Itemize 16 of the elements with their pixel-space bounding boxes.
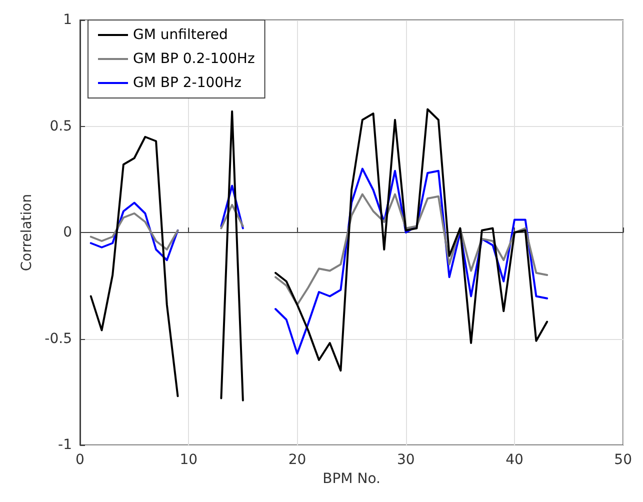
x-tick-label: 10 <box>180 452 198 468</box>
legend-label: GM BP 2-100Hz <box>133 75 242 91</box>
x-tick-label: 20 <box>288 452 306 468</box>
y-tick-label: 0 <box>63 224 72 240</box>
legend-label: GM unfiltered <box>133 27 228 43</box>
x-tick-label: 0 <box>76 452 84 468</box>
x-tick-label: 50 <box>614 452 632 468</box>
x-tick-label: 40 <box>506 452 524 468</box>
x-tick-label: 30 <box>396 452 415 468</box>
y-tick-label: -0.5 <box>44 330 72 347</box>
y-axis-title: Correlation <box>18 194 35 272</box>
y-tick-label: 0.5 <box>50 118 72 134</box>
x-axis-title: BPM No. <box>322 470 380 487</box>
y-tick-label: -1 <box>58 437 72 453</box>
y-tick-label: 1 <box>63 12 72 28</box>
legend-label: GM BP 0.2-100Hz <box>133 51 255 67</box>
